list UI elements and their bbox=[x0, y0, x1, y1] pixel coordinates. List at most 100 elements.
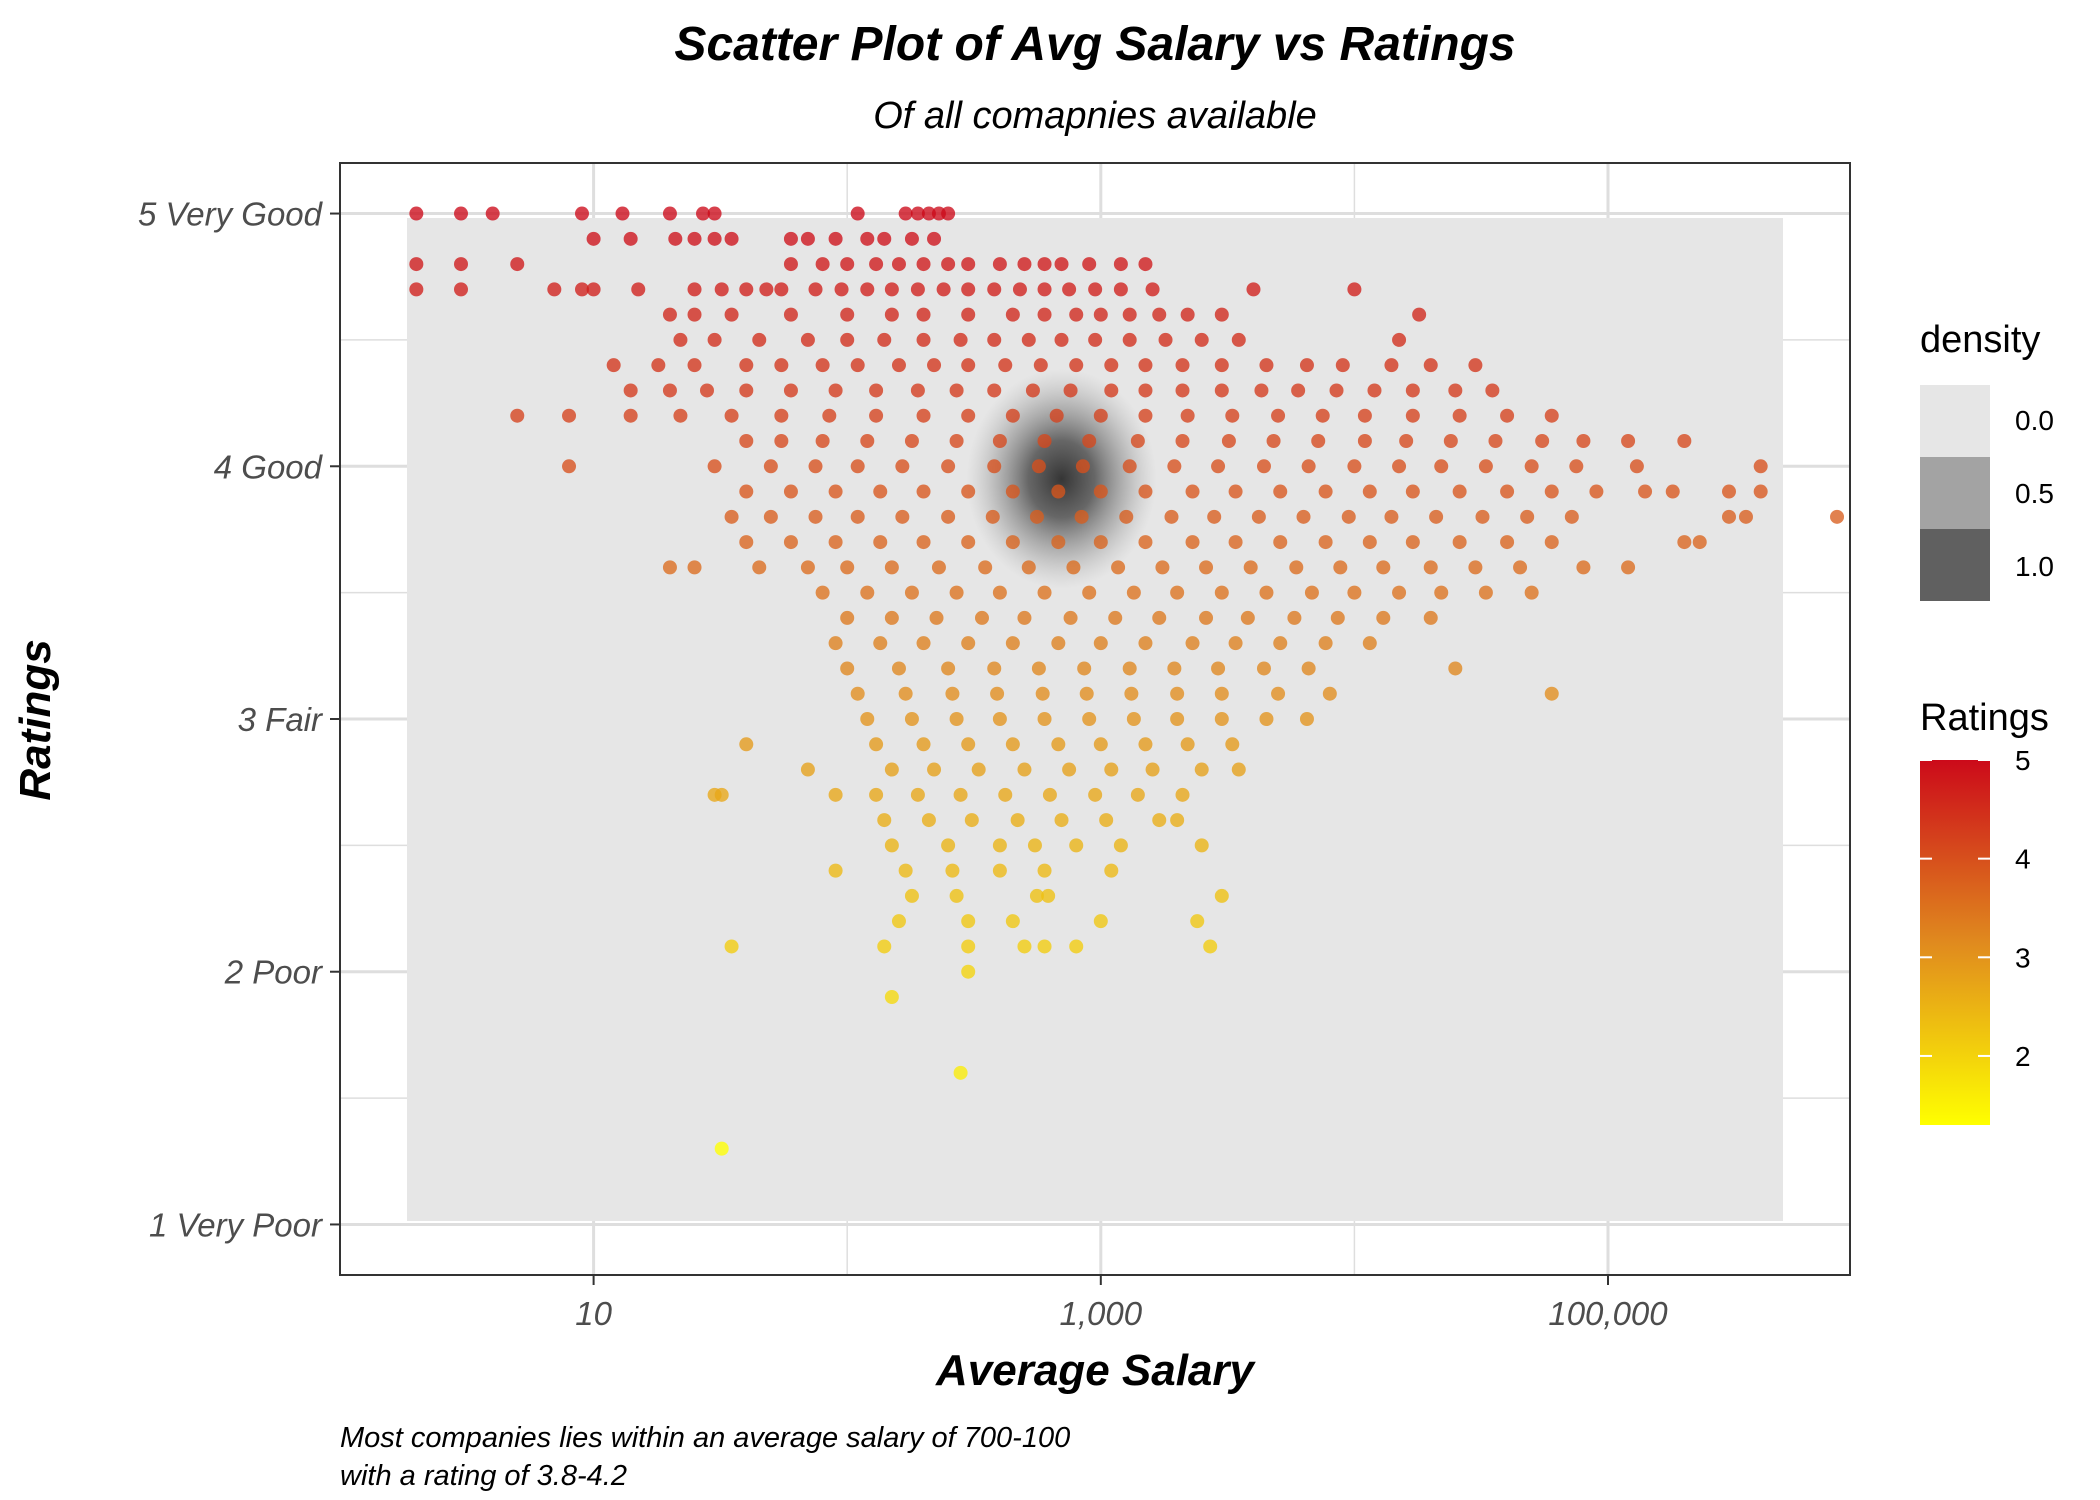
data-point bbox=[759, 282, 774, 297]
data-point bbox=[453, 257, 468, 272]
data-point bbox=[1037, 863, 1052, 878]
data-point bbox=[1291, 383, 1306, 398]
data-point bbox=[873, 535, 888, 550]
data-point bbox=[1405, 383, 1420, 398]
data-point bbox=[1170, 813, 1185, 828]
data-point bbox=[623, 383, 638, 398]
data-point bbox=[850, 206, 865, 221]
chart-title: Scatter Plot of Avg Salary vs Ratings bbox=[674, 18, 1515, 71]
data-point bbox=[941, 206, 956, 221]
data-point bbox=[409, 282, 424, 297]
data-point bbox=[1025, 383, 1040, 398]
data-point bbox=[1341, 509, 1356, 524]
data-point bbox=[1448, 661, 1463, 676]
data-point bbox=[1221, 434, 1236, 448]
y-tick-label: 1 Very Poor bbox=[149, 1206, 324, 1243]
data-point bbox=[949, 888, 964, 903]
data-point bbox=[1185, 484, 1200, 499]
data-point bbox=[1318, 636, 1333, 651]
data-point bbox=[904, 585, 919, 600]
colorbar-label: 5 bbox=[2015, 745, 2031, 776]
data-point bbox=[1122, 307, 1137, 322]
data-point bbox=[1037, 282, 1052, 297]
data-point bbox=[1126, 585, 1141, 600]
data-point bbox=[1500, 535, 1515, 550]
data-point bbox=[1576, 560, 1591, 575]
data-point bbox=[724, 939, 739, 954]
data-point bbox=[1005, 484, 1020, 499]
data-point bbox=[1051, 535, 1066, 550]
data-point bbox=[687, 307, 702, 322]
data-point bbox=[1113, 282, 1128, 297]
data-point bbox=[850, 459, 865, 474]
data-point bbox=[1037, 712, 1052, 726]
data-point bbox=[1158, 332, 1173, 347]
data-point bbox=[916, 332, 931, 347]
x-tick-label: 100,000 bbox=[1548, 1295, 1668, 1332]
caption-line-2: with a rating of 3.8-4.2 bbox=[340, 1460, 627, 1492]
data-point bbox=[586, 282, 601, 297]
data-point bbox=[992, 712, 1007, 726]
data-point bbox=[1170, 686, 1185, 701]
data-point bbox=[910, 383, 925, 398]
data-point bbox=[1231, 762, 1246, 777]
data-point bbox=[904, 712, 919, 726]
data-point bbox=[510, 408, 525, 423]
data-point bbox=[1544, 408, 1559, 423]
data-point bbox=[1145, 762, 1160, 777]
data-point bbox=[1203, 939, 1218, 954]
data-point bbox=[1175, 434, 1190, 448]
data-point bbox=[1069, 939, 1084, 954]
data-point bbox=[1075, 459, 1090, 474]
data-point bbox=[1054, 332, 1069, 347]
data-point bbox=[1054, 257, 1069, 272]
data-point bbox=[1638, 484, 1653, 499]
data-point bbox=[916, 636, 931, 651]
data-point bbox=[898, 863, 913, 878]
data-point bbox=[873, 484, 888, 499]
data-point bbox=[1093, 484, 1108, 499]
data-point bbox=[739, 484, 754, 499]
data-point bbox=[869, 737, 884, 752]
data-point bbox=[687, 282, 702, 297]
density-label-2: 1.0 bbox=[2015, 551, 2054, 582]
data-point bbox=[961, 358, 976, 373]
data-point bbox=[562, 459, 577, 474]
data-point bbox=[1012, 282, 1027, 297]
data-point bbox=[961, 257, 976, 272]
data-point bbox=[687, 358, 702, 373]
data-point bbox=[1333, 560, 1348, 575]
data-point bbox=[931, 560, 946, 575]
data-point bbox=[1088, 282, 1103, 297]
data-point bbox=[828, 636, 843, 651]
data-point bbox=[808, 459, 823, 474]
data-point bbox=[485, 206, 500, 221]
data-point bbox=[1130, 787, 1145, 802]
data-point bbox=[562, 408, 577, 423]
data-point bbox=[1031, 459, 1046, 474]
data-point bbox=[1005, 737, 1020, 752]
data-point bbox=[1301, 661, 1316, 676]
data-point bbox=[1138, 737, 1153, 752]
data-point bbox=[1524, 585, 1539, 600]
data-point bbox=[1376, 560, 1391, 575]
data-point bbox=[1520, 509, 1535, 524]
data-point bbox=[1041, 888, 1056, 903]
data-point bbox=[1214, 358, 1229, 373]
data-point bbox=[1287, 610, 1302, 625]
data-point bbox=[1113, 257, 1128, 272]
data-point bbox=[949, 585, 964, 600]
data-point bbox=[1155, 560, 1170, 575]
density-label-0: 0.0 bbox=[2015, 405, 2054, 436]
data-point bbox=[1399, 434, 1414, 448]
data-point bbox=[891, 914, 906, 929]
data-point bbox=[1152, 307, 1167, 322]
data-point bbox=[1062, 282, 1077, 297]
data-point bbox=[606, 358, 621, 373]
data-point bbox=[1299, 712, 1314, 726]
y-axis-title: Ratings bbox=[11, 639, 60, 800]
data-point bbox=[1069, 838, 1084, 853]
data-point bbox=[1054, 813, 1069, 828]
data-point bbox=[615, 206, 630, 221]
